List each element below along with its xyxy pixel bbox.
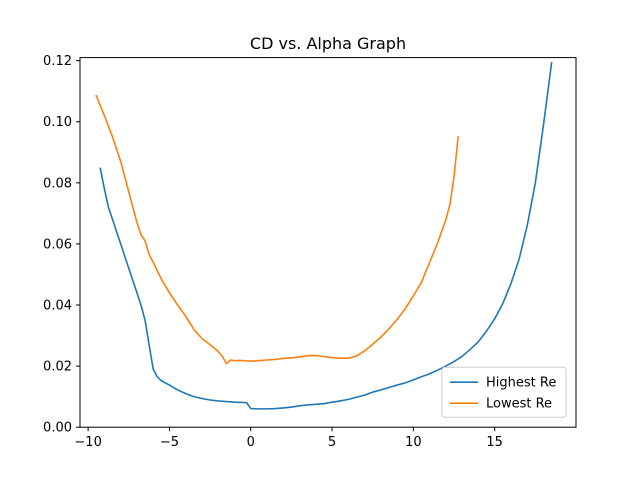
legend-label-0: Highest Re <box>486 376 556 391</box>
y-tick-label: 0.04 <box>43 299 72 314</box>
x-tick-label: −5 <box>160 435 179 450</box>
y-tick-label: 0.12 <box>43 54 72 69</box>
y-tick-label: 0.10 <box>43 115 72 130</box>
legend: Highest Re Lowest Re <box>441 366 567 418</box>
x-tick-label: 15 <box>486 435 503 450</box>
y-tick-label: 0.08 <box>43 176 72 191</box>
y-tick-label: 0.02 <box>43 360 72 375</box>
series-line-0 <box>99 61 553 410</box>
y-axis: 0.00 0.02 0.04 0.06 0.08 0.10 0.12 <box>43 54 80 436</box>
series-layer <box>95 61 553 410</box>
x-tick-label: 10 <box>405 435 422 450</box>
y-tick-label: 0.00 <box>43 421 72 436</box>
x-tick-label: 0 <box>247 435 255 450</box>
series-line-1 <box>95 94 459 365</box>
y-tick-label: 0.06 <box>43 237 72 252</box>
chart-title: CD vs. Alpha Graph <box>250 34 406 53</box>
x-tick-label: −10 <box>74 435 101 450</box>
x-axis: −10 −5 0 5 10 15 <box>74 427 503 450</box>
plot-frame <box>79 57 577 428</box>
legend-box <box>441 366 567 418</box>
x-tick-label: 5 <box>328 435 336 450</box>
legend-label-1: Lowest Re <box>486 397 552 412</box>
